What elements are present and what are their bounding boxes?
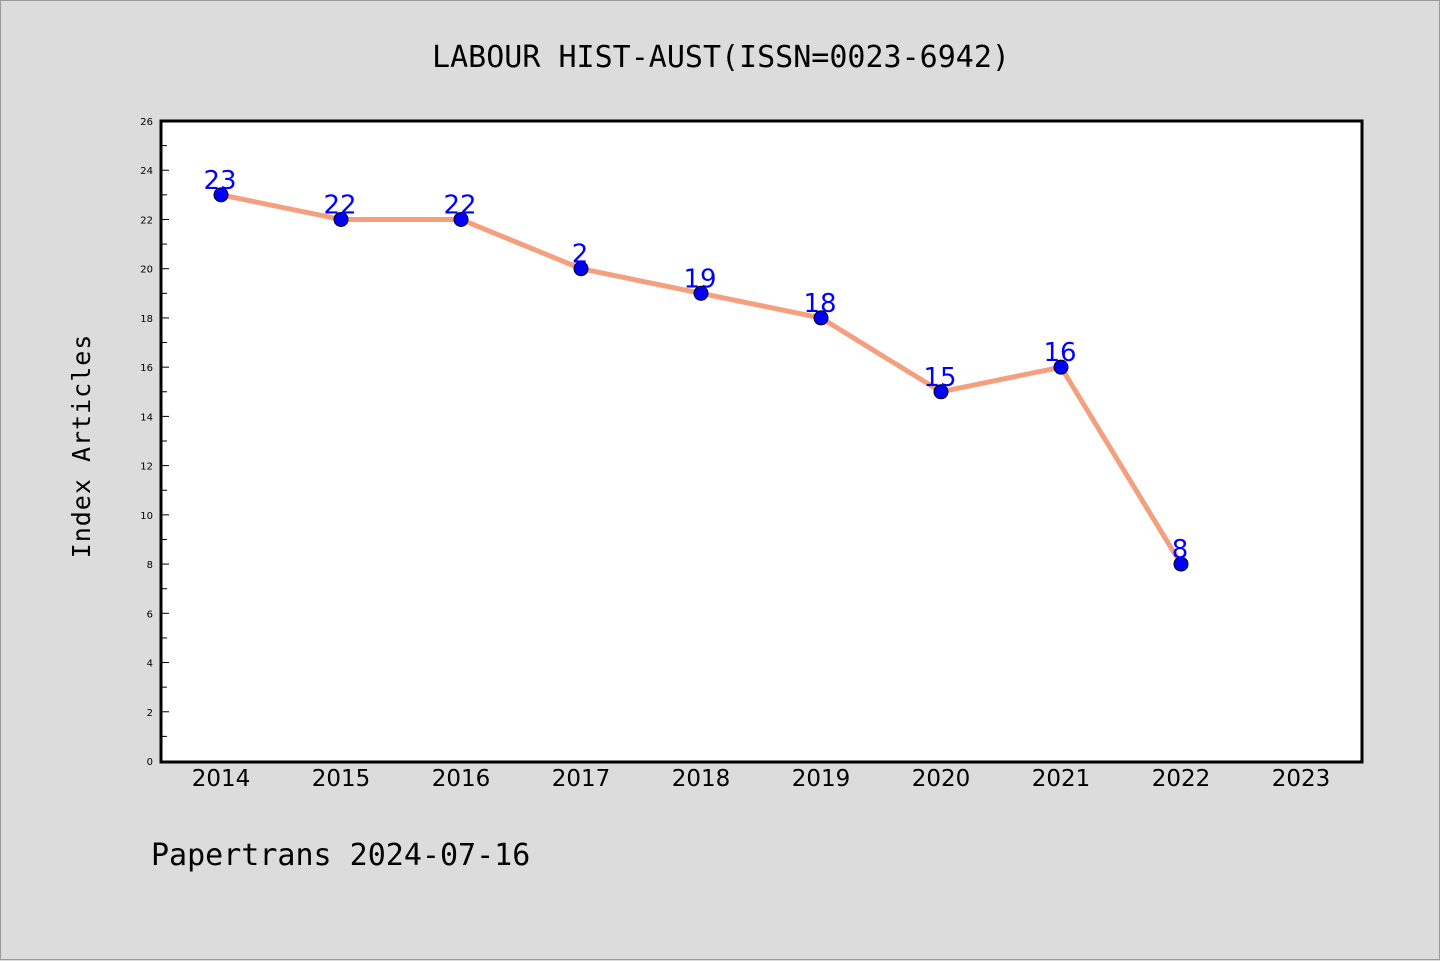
data-label: 15 <box>923 363 956 393</box>
data-point <box>1173 556 1189 572</box>
plot-area <box>161 121 1362 762</box>
data-point <box>933 384 949 400</box>
x-tick-label: 2016 <box>432 766 491 792</box>
y-tick-label: 2 <box>147 708 153 719</box>
y-tick-label: 12 <box>140 462 153 473</box>
data-label: 18 <box>803 289 836 319</box>
x-tick-label: 2015 <box>312 766 371 792</box>
y-tick-label: 24 <box>140 166 153 177</box>
chart-title: LABOUR HIST-AUST(ISSN=0023-6942) <box>432 40 1010 75</box>
x-tick-label: 2020 <box>912 766 971 792</box>
y-tick-label: 20 <box>140 265 153 276</box>
x-tick-label: 2023 <box>1272 766 1331 792</box>
data-label: 16 <box>1043 338 1076 368</box>
y-tick-label: 6 <box>147 609 153 620</box>
x-tick-label: 2019 <box>792 766 851 792</box>
data-point <box>333 211 349 227</box>
y-tick-label: 16 <box>140 363 153 374</box>
x-tick-label: 2014 <box>192 766 251 792</box>
data-label: 22 <box>323 190 356 220</box>
y-tick-label: 22 <box>140 215 153 226</box>
y-tick-label: 0 <box>147 757 153 768</box>
y-axis-label: Index Articles <box>67 334 96 559</box>
y-tick-label: 14 <box>140 412 153 423</box>
data-point <box>453 211 469 227</box>
data-label: 22 <box>443 190 476 220</box>
data-label: 23 <box>203 166 236 196</box>
plot-border <box>159 119 1364 764</box>
data-point <box>573 261 589 277</box>
footer-note: Papertrans 2024-07-16 <box>151 838 530 873</box>
y-tick-label: 18 <box>140 314 153 325</box>
data-label: 2 <box>572 240 589 270</box>
x-axis-ticks: 2014 2015 2016 2017 2018 2019 2020 2021 2022 2023 <box>192 766 1331 792</box>
data-label: 19 <box>683 264 716 294</box>
y-tick-label: 4 <box>147 659 153 670</box>
data-point <box>213 187 229 203</box>
data-point <box>693 285 709 301</box>
x-tick-label: 2017 <box>552 766 611 792</box>
x-tick-label: 2021 <box>1032 766 1091 792</box>
x-tick-label: 2018 <box>672 766 731 792</box>
data-point <box>1053 359 1069 375</box>
y-tick-label: 8 <box>147 560 153 571</box>
y-tick-label: 10 <box>140 511 153 522</box>
data-label: 8 <box>1172 535 1189 565</box>
x-tick-label: 2022 <box>1152 766 1211 792</box>
data-point <box>813 310 829 326</box>
y-tick-label: 26 <box>140 117 153 128</box>
